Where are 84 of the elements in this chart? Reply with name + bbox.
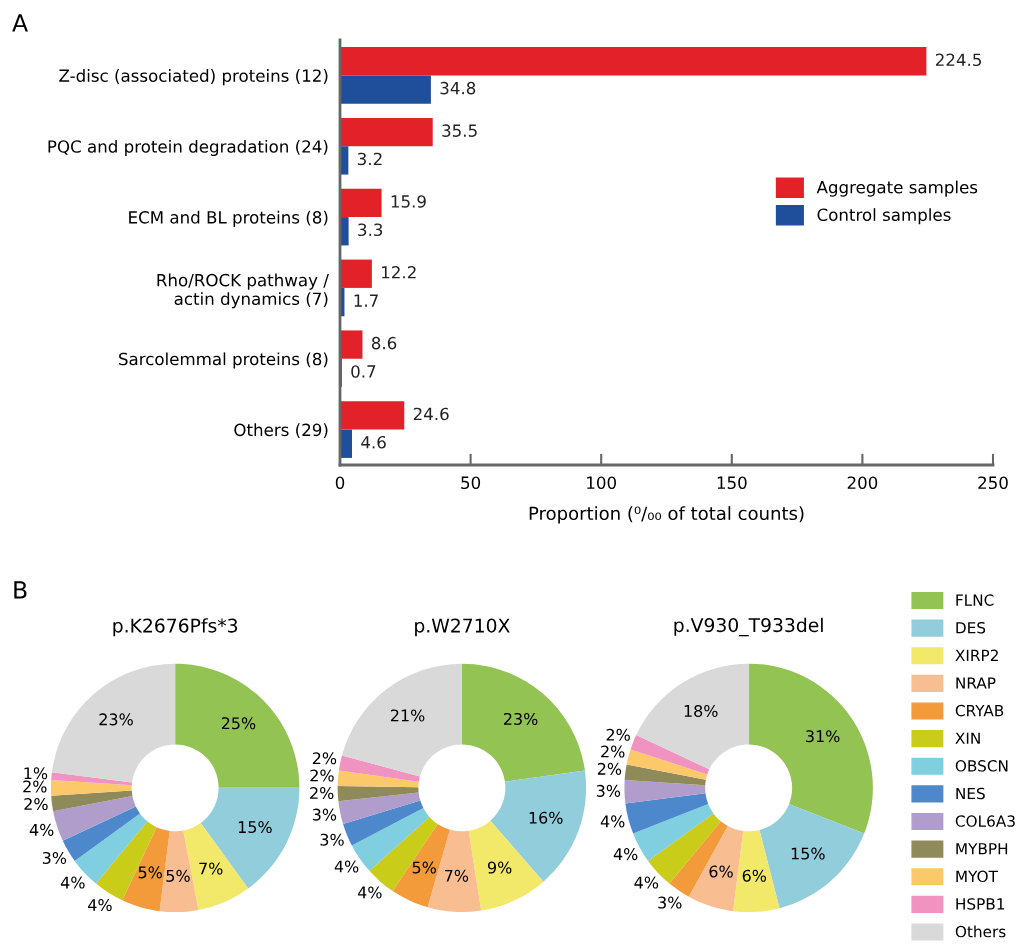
y-tick-label: Sarcolemmal proteins (8): [119, 352, 328, 369]
text: B: [14, 581, 27, 599]
data-label: 4%: [60, 876, 85, 889]
data-label: 3.3: [358, 223, 383, 237]
legend-label: MYBPH: [956, 843, 1008, 855]
data-label: 4%: [600, 815, 625, 828]
legend-label: XIN: [955, 732, 980, 744]
data-label: 5%: [138, 866, 162, 879]
data-label: 3%: [320, 833, 344, 846]
slice-label: p.K2676Pfs*3: [113, 618, 238, 637]
data-label: 2%: [601, 745, 625, 758]
data-label: 3%: [596, 784, 621, 797]
data-label: 5%: [166, 869, 190, 882]
legend-label: DES: [956, 621, 986, 634]
legend-label: NES: [956, 787, 985, 800]
legend-label: Others: [955, 925, 1006, 938]
data-label: 23%: [504, 712, 538, 725]
x-tick-label: 250: [978, 476, 1008, 490]
data-label: 224.5: [935, 53, 981, 67]
y-tick-label: PQC and protein degradation (24): [48, 139, 328, 157]
x-tick-label: 100: [587, 476, 616, 490]
data-label: 6%: [742, 869, 767, 882]
data-label: 4%: [334, 860, 359, 873]
data-label: 3.2: [357, 152, 382, 166]
legend-label: Aggregate samples: [816, 180, 978, 197]
data-label: 8.6: [371, 336, 397, 350]
data-label: 16%: [529, 811, 563, 824]
legend-label: MYOT: [956, 870, 998, 883]
data-label: 3%: [42, 851, 67, 864]
legend-label: FLNC: [956, 594, 994, 606]
data-label: 12.2: [382, 265, 416, 279]
legend-label: COL6A3: [955, 815, 1015, 827]
x-tick-label: 150: [717, 476, 747, 490]
data-label: 7%: [199, 862, 223, 875]
data-label: 4.6: [361, 435, 386, 449]
data-label: 2%: [23, 780, 47, 793]
data-label: 4%: [634, 876, 659, 889]
data-label: 2%: [606, 728, 630, 741]
data-label: 23%: [99, 713, 133, 726]
data-label: 4%: [357, 886, 382, 899]
data-label: 9%: [487, 861, 512, 874]
data-label: 2%: [310, 769, 334, 782]
data-label: 24.6: [413, 407, 449, 421]
x-axis-title: Proportion (⁰/₀₀ of total counts): [529, 506, 804, 524]
x-tick-label: 0: [335, 476, 345, 490]
text: A: [12, 14, 28, 32]
data-label: 2%: [312, 752, 337, 765]
slice-label: p.V930_T933del: [674, 617, 823, 637]
data-label: 3%: [312, 808, 337, 821]
data-label: 5%: [412, 861, 436, 874]
data-label: 15.9: [391, 195, 426, 208]
data-label: 4%: [29, 823, 54, 836]
data-label: 1.7: [354, 294, 378, 307]
data-label: 18%: [684, 704, 718, 717]
data-label: 2%: [597, 762, 622, 775]
data-label: 1%: [24, 767, 48, 780]
data-label: 4%: [613, 848, 638, 861]
y-tick-label: Others (29): [234, 423, 328, 439]
data-label: 2%: [310, 786, 334, 800]
legend-label: XIRP2: [955, 649, 998, 661]
data-label: 0.7: [351, 365, 376, 378]
y-tick-label: Z-disc (associated) proteins (12): [59, 69, 328, 86]
legend-label: HSPB1: [956, 898, 1005, 910]
data-label: 25%: [221, 717, 256, 730]
data-label: 15%: [791, 847, 825, 860]
x-tick-label: 50: [461, 476, 481, 490]
data-label: 3%: [658, 896, 682, 909]
data-label: 21%: [390, 709, 425, 722]
data-label: 7%: [444, 869, 469, 882]
y-tick-label: Rho/ROCK pathway / actin dynamics (7): [157, 273, 329, 309]
data-label: 4%: [88, 898, 112, 912]
legend-label: Control samples: [817, 208, 951, 225]
legend-label: NRAP: [956, 677, 996, 689]
x-tick-label: 200: [847, 476, 878, 490]
data-label: 6%: [709, 865, 733, 878]
data-label: 31%: [806, 730, 840, 743]
legend-label: CRYAB: [955, 704, 1004, 717]
data-label: 34.8: [440, 81, 476, 95]
y-tick-label: ECM and BL proteins (8): [129, 210, 328, 227]
data-label: 15%: [238, 821, 272, 834]
data-label: 2%: [24, 798, 48, 811]
slice-label: p.W2710X: [415, 618, 510, 637]
data-label: 35.5: [442, 124, 477, 137]
legend-label: OBSCN: [955, 760, 1008, 772]
